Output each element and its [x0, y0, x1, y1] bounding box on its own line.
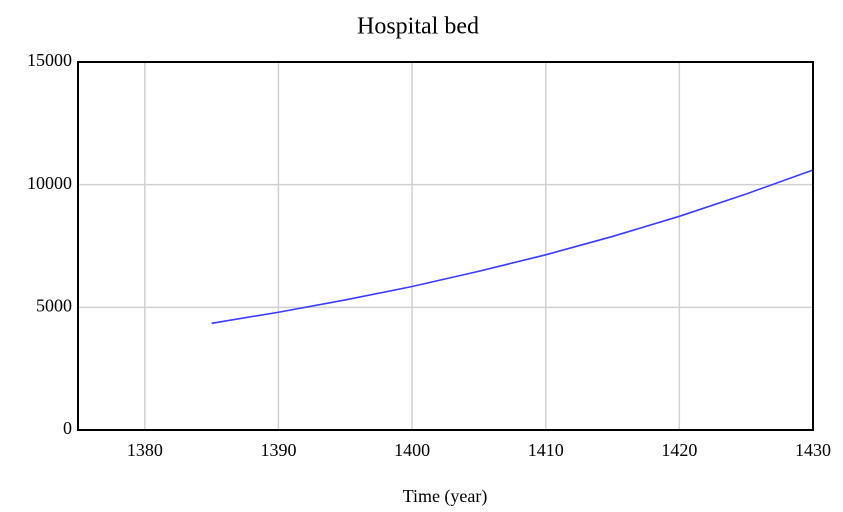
- y-tick-label: 5000: [36, 295, 72, 315]
- x-tick-label: 1380: [127, 440, 163, 460]
- x-tick-label: 1390: [260, 440, 296, 460]
- plot-border: [77, 61, 814, 431]
- data-line: [211, 169, 814, 325]
- x-tick-label: 1410: [528, 440, 564, 460]
- x-tick-label: 1400: [394, 440, 430, 460]
- x-tick-label: 1420: [661, 440, 697, 460]
- chart-title: Hospital bed: [357, 14, 479, 40]
- x-axis-label: Time (year): [403, 486, 488, 507]
- y-tick-label: 15000: [27, 50, 72, 70]
- x-tick-label: 1430: [795, 440, 831, 460]
- y-tick-label: 10000: [27, 173, 72, 193]
- y-tick-label: 0: [63, 418, 72, 438]
